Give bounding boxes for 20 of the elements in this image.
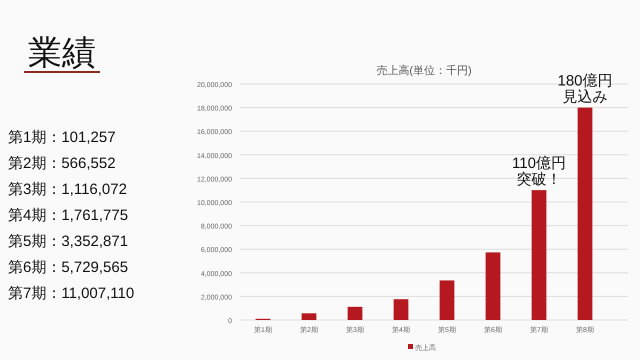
bar bbox=[302, 313, 316, 320]
bar bbox=[348, 306, 362, 320]
bar bbox=[532, 190, 546, 320]
chart-title: 業績 bbox=[28, 34, 96, 72]
text: 第7期：11,007,110 bbox=[8, 285, 134, 302]
bar bbox=[394, 299, 408, 320]
text: 第4期：1,761,775 bbox=[8, 207, 128, 224]
bar bbox=[486, 252, 500, 320]
bar bbox=[578, 108, 592, 320]
text: 第6期：5,729,565 bbox=[8, 259, 128, 276]
annotation: 180億円 bbox=[557, 72, 613, 90]
bar bbox=[440, 280, 454, 320]
text: 第5期：3,352,871 bbox=[8, 233, 128, 250]
text: 第1期：101,257 bbox=[8, 129, 116, 146]
text: 第3期：1,116,072 bbox=[8, 181, 127, 198]
text: 第2期：566,552 bbox=[8, 155, 116, 172]
annotation: 突破！ bbox=[516, 171, 562, 188]
chart-subtitle: 売上高(単位：千円) bbox=[376, 64, 472, 77]
annotation: 110億円 bbox=[512, 155, 566, 172]
annotation: 見込み bbox=[562, 88, 608, 106]
